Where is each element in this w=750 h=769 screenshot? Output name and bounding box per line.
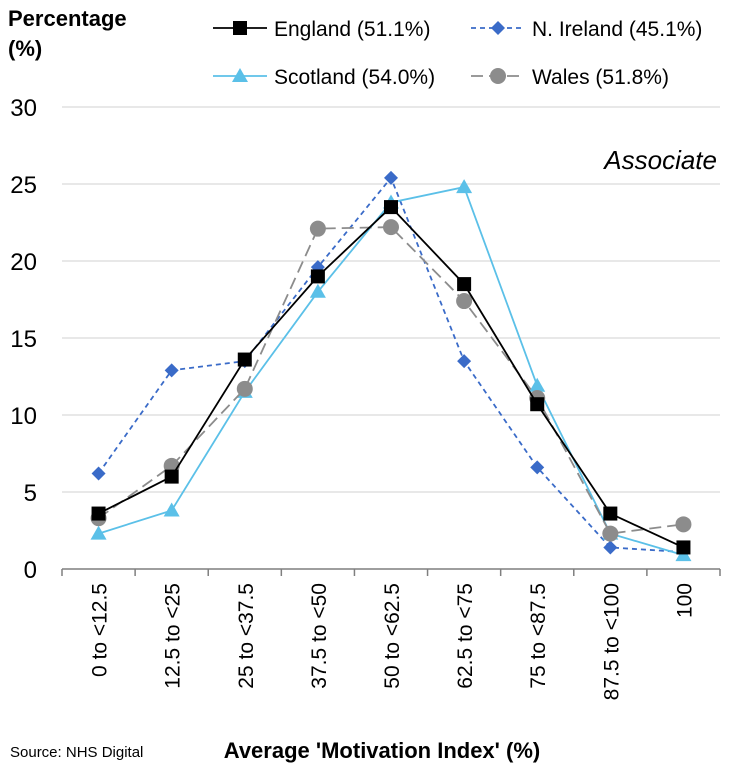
y-axis-label-line1: Percentage: [8, 6, 127, 31]
square-marker: [384, 200, 398, 215]
square-marker: [603, 506, 618, 521]
x-tick-label: 100: [673, 583, 696, 618]
circle-marker: [602, 525, 619, 542]
series-circle: [90, 219, 692, 542]
diamond-marker: [91, 466, 106, 481]
legend-label: Wales (51.8%): [532, 66, 669, 89]
legend-item: Scotland (54.0%): [213, 66, 435, 89]
source-note: Source: NHS Digital: [10, 744, 143, 761]
legend-item: Wales (51.8%): [471, 66, 669, 89]
x-tick-label: 25 to <37.5: [235, 583, 258, 689]
diamond-marker: [603, 540, 618, 555]
legend: England (51.1%) N. Ireland (45.1%) Scotlan…: [213, 18, 702, 89]
chart-annotation: Associate: [602, 145, 717, 175]
y-tick-label: 30: [10, 95, 37, 122]
diamond-marker: [530, 460, 545, 475]
legend-label: N. Ireland (45.1%): [532, 18, 702, 41]
series-line: [98, 205, 684, 549]
square-marker: [164, 469, 179, 484]
series-line: [98, 186, 684, 557]
circle-marker: [236, 380, 253, 397]
legend-label: Scotland (54.0%): [274, 66, 435, 89]
series-triangle: [90, 179, 692, 562]
x-axis-label: Average 'Motivation Index' (%): [224, 738, 540, 763]
diamond-marker: [491, 21, 505, 35]
y-tick-label: 0: [24, 557, 37, 584]
x-tick-label: 0 to <12.5: [89, 583, 112, 677]
square-marker: [233, 21, 247, 35]
circle-marker: [456, 293, 473, 310]
square-marker: [457, 277, 472, 292]
x-tick-label: 87.5 to <100: [600, 583, 623, 700]
triangle-marker: [456, 179, 473, 194]
y-axis-label-line2: (%): [8, 36, 42, 61]
circle-marker: [383, 219, 399, 236]
circle-marker: [675, 516, 692, 533]
x-tick-label: 12.5 to <25: [162, 583, 185, 689]
square-marker: [676, 540, 691, 555]
x-tick-label: 50 to <62.5: [381, 583, 404, 689]
diamond-marker: [457, 354, 472, 369]
circle-marker: [309, 220, 326, 237]
square-marker: [237, 352, 252, 367]
x-tick-label: 37.5 to <50: [308, 583, 331, 689]
y-tick-label: 5: [24, 480, 37, 507]
axes: [61, 568, 721, 576]
legend-label: England (51.1%): [274, 18, 430, 41]
legend-item: N. Ireland (45.1%): [471, 18, 702, 41]
square-marker: [530, 397, 545, 412]
y-tick-label: 20: [10, 249, 37, 276]
triangle-marker: [163, 502, 180, 517]
x-tick-label: 62.5 to <75: [454, 583, 477, 689]
x-tick-label: 75 to <87.5: [527, 583, 550, 689]
circle-marker: [490, 68, 506, 84]
triangle-marker: [309, 283, 326, 298]
square-marker: [91, 506, 106, 521]
y-tick-label: 10: [10, 403, 37, 430]
diamond-marker: [164, 363, 179, 378]
y-tick-label: 25: [10, 172, 37, 199]
x-tick-labels: 0 to <12.5 12.5 to <25 25 to <37.5 37.5 to …: [89, 583, 697, 700]
legend-item: England (51.1%): [213, 18, 430, 41]
series-group: [90, 170, 692, 562]
triangle-marker: [529, 377, 546, 392]
triangle-marker: [232, 68, 248, 82]
diamond-marker: [384, 170, 398, 185]
series-square: [91, 200, 691, 555]
square-marker: [310, 269, 325, 284]
triangle-marker: [90, 525, 107, 540]
y-tick-labels: 0 5 10 15 20 25 30: [10, 95, 37, 584]
y-tick-label: 15: [10, 326, 37, 353]
